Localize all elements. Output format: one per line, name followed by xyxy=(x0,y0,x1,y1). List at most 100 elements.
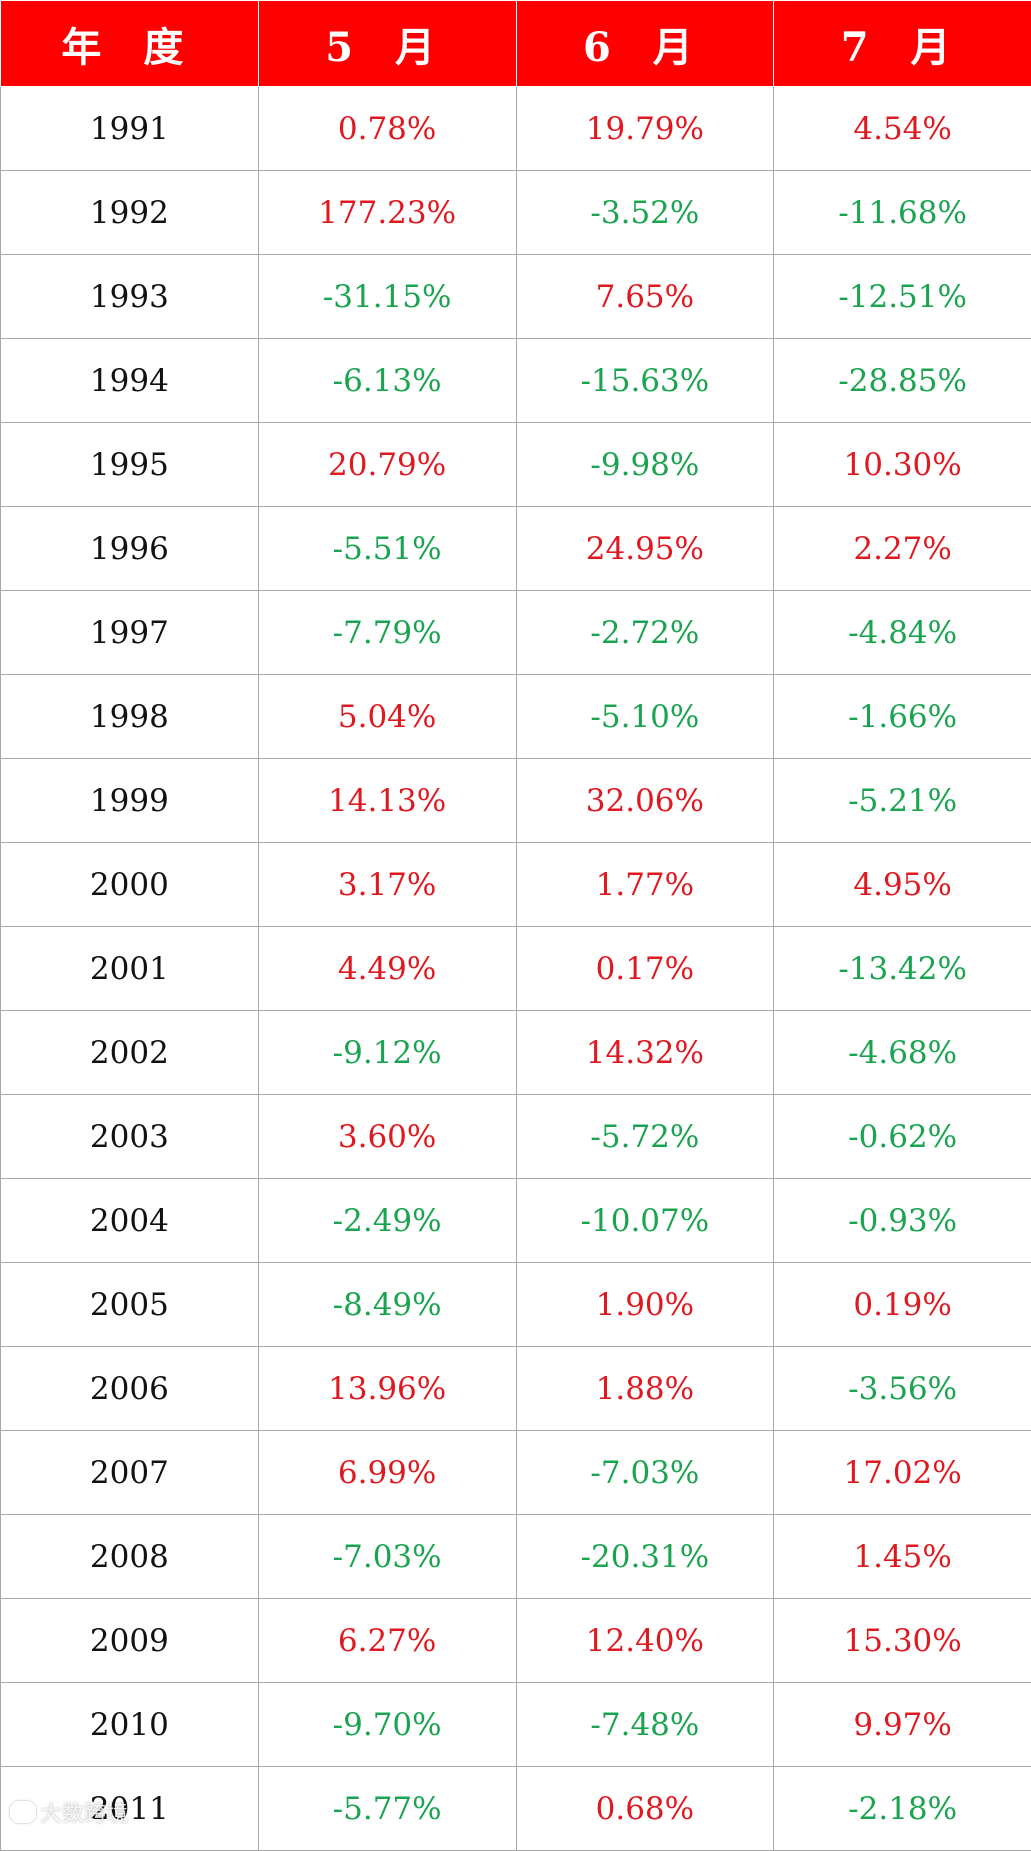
return-cell: 7.65% xyxy=(516,255,774,339)
year-cell: 2008 xyxy=(1,1515,259,1599)
return-cell: 13.96% xyxy=(258,1347,516,1431)
year-cell: 2000 xyxy=(1,843,259,927)
return-cell: -9.98% xyxy=(516,423,774,507)
return-cell: -3.52% xyxy=(516,171,774,255)
return-cell: -6.13% xyxy=(258,339,516,423)
return-cell: -9.12% xyxy=(258,1011,516,1095)
table-row: 1996-5.51%24.95%2.27% xyxy=(1,507,1031,591)
year-cell: 2003 xyxy=(1,1095,259,1179)
return-cell: -9.70% xyxy=(258,1683,516,1767)
year-cell: 1995 xyxy=(1,423,259,507)
return-cell: 1.90% xyxy=(516,1263,774,1347)
year-cell: 1994 xyxy=(1,339,259,423)
year-cell: 1993 xyxy=(1,255,259,339)
year-cell: 2002 xyxy=(1,1011,259,1095)
year-cell: 2005 xyxy=(1,1263,259,1347)
return-cell: 32.06% xyxy=(516,759,774,843)
return-cell: -0.93% xyxy=(774,1179,1031,1263)
return-cell: -5.21% xyxy=(774,759,1031,843)
year-cell: 1991 xyxy=(1,87,259,171)
return-cell: 0.17% xyxy=(516,927,774,1011)
return-cell: -1.66% xyxy=(774,675,1031,759)
table-header: 年 度 5 月 6 月 7 月 xyxy=(1,1,1031,87)
table-row: 1994-6.13%-15.63%-28.85% xyxy=(1,339,1031,423)
return-cell: -28.85% xyxy=(774,339,1031,423)
return-cell: -0.62% xyxy=(774,1095,1031,1179)
return-cell: 20.79% xyxy=(258,423,516,507)
return-cell: 24.95% xyxy=(516,507,774,591)
chat-bubble-icon xyxy=(10,1801,36,1823)
year-cell: 1997 xyxy=(1,591,259,675)
table-row: 2008-7.03%-20.31%1.45% xyxy=(1,1515,1031,1599)
return-cell: 0.78% xyxy=(258,87,516,171)
year-cell: 2004 xyxy=(1,1179,259,1263)
return-cell: -3.56% xyxy=(774,1347,1031,1431)
return-cell: 5.04% xyxy=(258,675,516,759)
table-row: 1993-31.15%7.65%-12.51% xyxy=(1,255,1031,339)
return-cell: 3.60% xyxy=(258,1095,516,1179)
return-cell: -15.63% xyxy=(516,339,774,423)
return-cell: -10.07% xyxy=(516,1179,774,1263)
return-cell: -12.51% xyxy=(774,255,1031,339)
return-cell: -20.31% xyxy=(516,1515,774,1599)
table-row: 2005-8.49%1.90%0.19% xyxy=(1,1263,1031,1347)
year-cell: 1996 xyxy=(1,507,259,591)
return-cell: -8.49% xyxy=(258,1263,516,1347)
return-cell: 1.45% xyxy=(774,1515,1031,1599)
year-cell: 2001 xyxy=(1,927,259,1011)
header-june: 6 月 xyxy=(516,1,774,87)
return-cell: -5.51% xyxy=(258,507,516,591)
return-cell: 4.95% xyxy=(774,843,1031,927)
return-cell: 1.88% xyxy=(516,1347,774,1431)
watermark: 大数跨境 xyxy=(10,1796,128,1828)
return-cell: -5.10% xyxy=(516,675,774,759)
return-cell: -4.68% xyxy=(774,1011,1031,1095)
table-row: 2011-5.77%0.68%-2.18% xyxy=(1,1767,1031,1851)
return-cell: 12.40% xyxy=(516,1599,774,1683)
year-cell: 1998 xyxy=(1,675,259,759)
return-cell: 6.27% xyxy=(258,1599,516,1683)
return-cell: 0.68% xyxy=(516,1767,774,1851)
year-cell: 1999 xyxy=(1,759,259,843)
return-cell: 177.23% xyxy=(258,171,516,255)
return-cell: -2.72% xyxy=(516,591,774,675)
return-cell: 9.97% xyxy=(774,1683,1031,1767)
table-row: 2002-9.12%14.32%-4.68% xyxy=(1,1011,1031,1095)
return-cell: -31.15% xyxy=(258,255,516,339)
header-may: 5 月 xyxy=(258,1,516,87)
return-cell: 10.30% xyxy=(774,423,1031,507)
return-cell: 2.27% xyxy=(774,507,1031,591)
return-cell: 6.99% xyxy=(258,1431,516,1515)
return-cell: 15.30% xyxy=(774,1599,1031,1683)
return-cell: -5.72% xyxy=(516,1095,774,1179)
return-cell: -7.03% xyxy=(516,1431,774,1515)
return-cell: 14.32% xyxy=(516,1011,774,1095)
return-cell: -7.03% xyxy=(258,1515,516,1599)
return-cell: -2.49% xyxy=(258,1179,516,1263)
year-cell: 1992 xyxy=(1,171,259,255)
return-cell: 4.49% xyxy=(258,927,516,1011)
year-cell: 2009 xyxy=(1,1599,259,1683)
table-row: 2010-9.70%-7.48%9.97% xyxy=(1,1683,1031,1767)
table-row: 2004-2.49%-10.07%-0.93% xyxy=(1,1179,1031,1263)
year-cell: 2007 xyxy=(1,1431,259,1515)
header-row: 年 度 5 月 6 月 7 月 xyxy=(1,1,1031,87)
header-july: 7 月 xyxy=(774,1,1031,87)
return-cell: -2.18% xyxy=(774,1767,1031,1851)
return-cell: 14.13% xyxy=(258,759,516,843)
return-cell: -7.79% xyxy=(258,591,516,675)
return-cell: 4.54% xyxy=(774,87,1031,171)
watermark-text: 大数跨境 xyxy=(40,1796,128,1828)
